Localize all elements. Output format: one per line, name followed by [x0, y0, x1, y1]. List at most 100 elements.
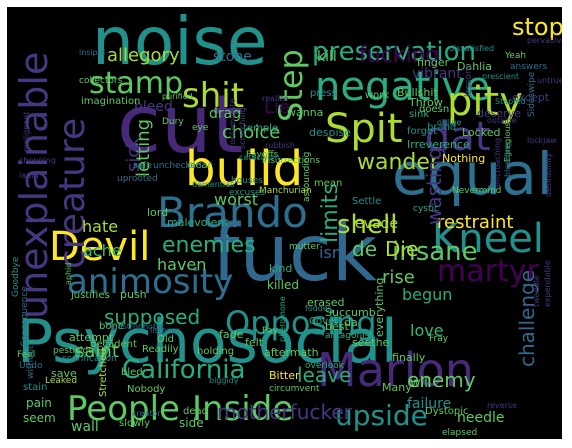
- word-finally: finally: [392, 351, 426, 364]
- word-inside: Inside: [192, 389, 294, 429]
- word-deserve: deserve: [477, 107, 522, 120]
- word-cystic: cystic: [413, 204, 439, 214]
- word-failure: failure: [407, 396, 452, 412]
- word-dementias: dementias: [192, 180, 235, 189]
- word-cloud: Psychosocial noise fuck cut equal build …: [7, 7, 562, 439]
- word-throw: Throw: [409, 96, 443, 109]
- word-imagination: imagination: [81, 96, 141, 107]
- word-stop: stop: [512, 13, 562, 41]
- word-manchurian: Manchurian: [259, 186, 312, 196]
- word-leave: leave: [297, 363, 352, 387]
- word-stapled: Stapled: [495, 97, 526, 106]
- word-isn: isn: [319, 243, 342, 262]
- word-best: best: [325, 320, 349, 333]
- word-kill: kill: [317, 49, 337, 65]
- word-listener: listener: [150, 326, 180, 335]
- word-bone: bone: [99, 321, 124, 332]
- word-finger: finger: [417, 56, 450, 69]
- word-drag: drag: [209, 106, 242, 122]
- word-reverse: reverse: [487, 401, 518, 410]
- word-fade: fade: [219, 328, 244, 341]
- word-wall: wall: [71, 419, 99, 435]
- word-justifies: justifies: [71, 290, 110, 301]
- word-martyr: martyr: [437, 254, 539, 289]
- word-decadent: decadent: [90, 339, 137, 350]
- word-locked: Locked: [462, 126, 501, 139]
- word-encroaching: encroaching: [493, 137, 502, 187]
- word-da: da: [344, 316, 358, 329]
- word-pesticide: pesticide: [53, 346, 94, 356]
- word-killed: killed: [267, 278, 299, 292]
- word-bitter: Bitter: [269, 369, 300, 382]
- word-temple: temple: [243, 123, 279, 134]
- word-bleeding: bleeding: [503, 142, 512, 177]
- word-except: except: [512, 91, 550, 104]
- word-circumvent: circumvent: [269, 384, 320, 394]
- word-love: love: [410, 321, 444, 340]
- word-malevolent: malevolent: [167, 216, 229, 229]
- word-fuck: fuck: [212, 209, 377, 299]
- word-preservation: preservation: [312, 37, 476, 67]
- word-people: People: [67, 389, 180, 429]
- word-holding: holding: [197, 346, 235, 357]
- word-kneel: Kneel: [432, 216, 544, 262]
- word-claustrophobic: claustrophobic: [106, 322, 165, 331]
- word-aftermath: aftermath: [264, 346, 319, 359]
- word-wanna: wanna: [287, 106, 324, 119]
- word-purified: purified: [162, 92, 193, 101]
- word-pain: pain: [26, 396, 52, 410]
- word-unchecked: unchecked: [153, 161, 202, 171]
- word-creator: creator: [132, 409, 161, 418]
- word-collectors: collectors: [79, 76, 123, 86]
- word-seem: seem: [23, 411, 56, 425]
- word-enemy: enemy: [407, 368, 476, 392]
- word-motherfucker: motherfucker: [217, 400, 352, 424]
- word-tweedle: tweedle: [532, 275, 541, 307]
- word-dead: dead: [183, 406, 208, 417]
- word-needle: needle: [457, 410, 505, 426]
- word-noise: noise: [92, 7, 268, 80]
- word-allegory: allegory: [107, 45, 180, 66]
- word-save: save: [51, 367, 77, 380]
- word-fucking: fucking: [359, 43, 440, 68]
- word-begun: begun: [402, 285, 453, 304]
- word-sink: sink: [409, 109, 430, 120]
- word-kind: kind: [269, 262, 293, 275]
- word-pity: pity: [447, 79, 523, 125]
- word-safe: safe: [133, 161, 152, 171]
- word-pay: Pay: [262, 326, 278, 336]
- word-lie: Lie: [264, 97, 291, 118]
- word-marlon: Marlon: [317, 343, 474, 397]
- word-bled: bled: [121, 367, 143, 378]
- word-undo: Undo: [19, 361, 43, 371]
- word-shell: shell: [337, 210, 398, 240]
- word-insipid: insipid: [79, 48, 106, 57]
- word-fray: Fray: [429, 334, 449, 344]
- word-devil: Devil: [49, 224, 151, 270]
- word-psychosocial: Psychosocial: [17, 307, 398, 377]
- word-clear: clear: [187, 160, 212, 171]
- word-de: de: [352, 237, 377, 261]
- word-forget: forget: [407, 126, 437, 137]
- word-biggidy: biggidy: [209, 376, 239, 385]
- word-side: side: [179, 416, 204, 430]
- word-settle: Settle: [352, 196, 382, 207]
- word-covet: Covet: [309, 316, 339, 327]
- word-work: work: [365, 90, 390, 101]
- word-pervasive: pervasive: [527, 36, 562, 45]
- word-doesn: doesn: [419, 104, 450, 115]
- word-insane: insane: [392, 237, 478, 267]
- word-slowly: slowly: [119, 418, 150, 429]
- word-everything: everything: [373, 277, 386, 337]
- word-animosity: animosity: [67, 262, 234, 302]
- word-elapsed: elapsed: [442, 428, 478, 438]
- word-readily: Readily: [142, 344, 179, 355]
- word-insurrections: insurrections: [262, 156, 321, 166]
- word-overlook: overlook: [305, 361, 344, 371]
- word-die: Die: [385, 237, 419, 261]
- word-limits: limits: [318, 183, 343, 243]
- word-wander: wander: [357, 150, 439, 175]
- word-sideswipe: Sideswipe: [527, 71, 537, 117]
- word-eye: eye: [192, 123, 209, 133]
- word-negative: negative: [315, 64, 490, 110]
